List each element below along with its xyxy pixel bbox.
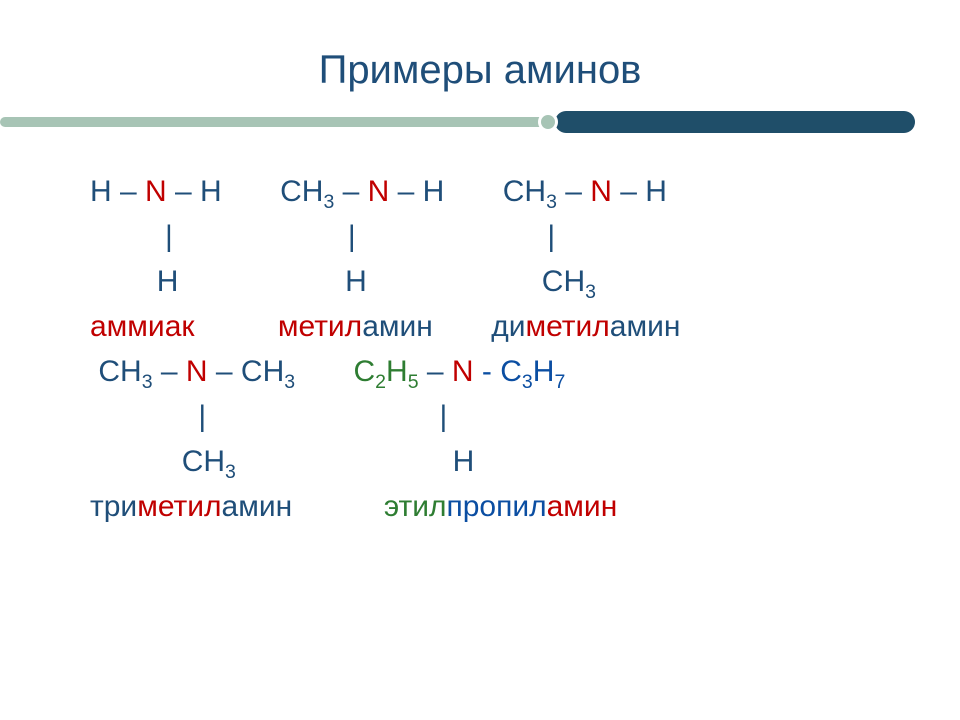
sp xyxy=(292,490,384,523)
f4b-l: C xyxy=(353,355,375,388)
sp xyxy=(433,310,491,343)
sp xyxy=(236,445,453,478)
bar-2: | xyxy=(348,220,356,253)
f4b-m3: - C xyxy=(474,355,522,388)
name-trimethyl-suf: амин xyxy=(222,490,293,523)
formula-row-1: H – N – H CH3 – N – H CH3 – N – H xyxy=(90,169,905,214)
f6b: H xyxy=(453,445,475,478)
f3b: H xyxy=(345,265,367,298)
f6a-l: CH xyxy=(182,445,225,478)
bar-5: | xyxy=(440,400,448,433)
formula-row-2: | | | xyxy=(90,214,905,259)
f4a-ls: 3 xyxy=(142,371,153,393)
f1a-l: H – xyxy=(90,175,145,208)
f1c-n: N xyxy=(590,175,612,208)
sp xyxy=(90,400,198,433)
name-dimethyl-suf: амин xyxy=(610,310,681,343)
f4a-n: N xyxy=(186,355,208,388)
f4a-l: CH xyxy=(98,355,141,388)
name-trimethyl-pre: три xyxy=(90,490,137,523)
f4b-ls2: 5 xyxy=(408,371,419,393)
f1b-l: CH xyxy=(280,175,323,208)
name-methyl-suf: амин xyxy=(362,310,433,343)
f4a-m: – xyxy=(153,355,186,388)
bar-4: | xyxy=(198,400,206,433)
sp xyxy=(356,220,548,253)
name-dimethyl-mid: метил xyxy=(525,310,609,343)
f3c-l: CH xyxy=(542,265,585,298)
formula-row-5: | | xyxy=(90,394,905,439)
f4a-rs: 3 xyxy=(284,371,295,393)
sp xyxy=(206,400,439,433)
sp xyxy=(195,310,278,343)
content: H – N – H CH3 – N – H CH3 – N – H | | | … xyxy=(0,169,960,529)
sp xyxy=(178,265,345,298)
name-propyl: пропил xyxy=(447,490,547,523)
f1b-n: N xyxy=(368,175,390,208)
f1c-r: – H xyxy=(612,175,667,208)
f4b-m2: – xyxy=(419,355,452,388)
f4b-rs2: 7 xyxy=(554,371,565,393)
name-ethyl: этил xyxy=(384,490,447,523)
name-dimethyl-pre: ди xyxy=(491,310,525,343)
f4a-r: – CH xyxy=(208,355,285,388)
names-row-1: аммиак метиламин диметиламин xyxy=(90,304,905,349)
f4b-rs1: 3 xyxy=(522,371,533,393)
f4b-r: H xyxy=(533,355,555,388)
f4b-ls1: 2 xyxy=(375,371,386,393)
f4b-n: N xyxy=(452,355,474,388)
formula-row-3: H H CH3 xyxy=(90,259,905,304)
name-amin: амин xyxy=(547,490,618,523)
name-methyl-pre: метил xyxy=(278,310,362,343)
accent-dot xyxy=(538,112,558,132)
bar-1: | xyxy=(165,220,173,253)
f1b-r: – H xyxy=(389,175,444,208)
f1b-m: – xyxy=(334,175,367,208)
name-ammonia: аммиак xyxy=(90,310,195,343)
sp xyxy=(173,220,348,253)
f1b-s: 3 xyxy=(323,191,334,213)
sp xyxy=(444,175,502,208)
bar-3: | xyxy=(547,220,555,253)
f1a-n: N xyxy=(145,175,167,208)
sp xyxy=(90,265,157,298)
sp xyxy=(90,445,182,478)
sp xyxy=(367,265,542,298)
name-trimethyl-mid: метил xyxy=(137,490,221,523)
f3a: H xyxy=(157,265,179,298)
sp xyxy=(90,220,165,253)
slide: Примеры аминов H – N – H CH3 – N – H CH3… xyxy=(0,0,960,720)
sp xyxy=(295,355,353,388)
formula-row-6: CH3 H xyxy=(90,439,905,484)
f1c-m: – xyxy=(557,175,590,208)
accent-bar-short xyxy=(555,111,915,133)
sp xyxy=(222,175,280,208)
f1c-l: CH xyxy=(503,175,546,208)
f4b-m1: H xyxy=(386,355,408,388)
f1a-r: – H xyxy=(167,175,222,208)
f6a-s: 3 xyxy=(225,461,236,483)
formula-row-4: CH3 – N – CH3 C2H5 – N - C3H7 xyxy=(90,349,905,394)
f3c-s: 3 xyxy=(585,281,596,303)
slide-title: Примеры аминов xyxy=(0,48,960,93)
f1c-s: 3 xyxy=(546,191,557,213)
accent-bar xyxy=(0,111,915,133)
names-row-2: триметиламин этилпропиламин xyxy=(90,484,905,529)
